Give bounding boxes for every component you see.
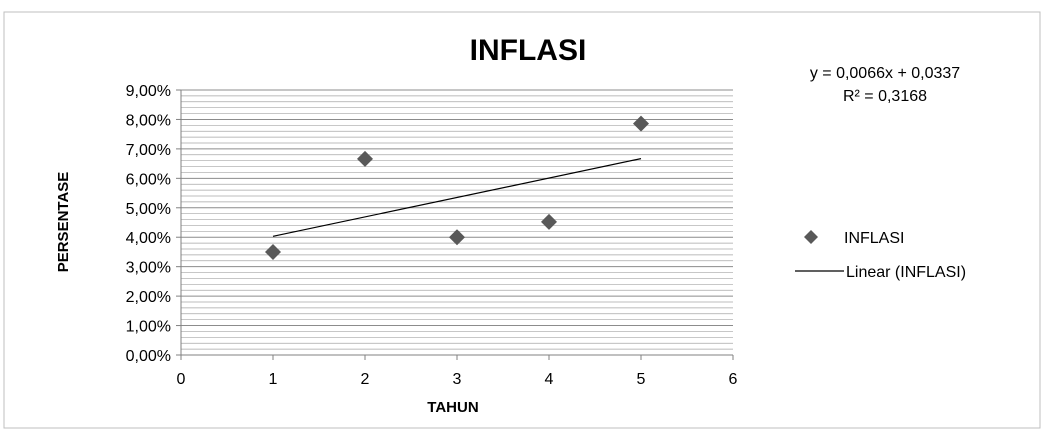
data-point-diamond — [633, 115, 649, 132]
plot-area — [181, 90, 733, 355]
axes — [176, 89, 734, 360]
legend-marker-diamond-icon — [804, 230, 818, 244]
y-tick-label: 9,00% — [126, 83, 171, 100]
x-tick-label: 3 — [453, 371, 462, 388]
x-tick-label: 6 — [729, 371, 738, 388]
x-tick-label: 4 — [545, 371, 554, 388]
y-axis-label: PERSENTASE — [55, 172, 72, 273]
trendline — [272, 158, 642, 237]
legend-entry-inflasi: INFLASI — [844, 230, 904, 247]
trendline-equation: y = 0,0066x + 0,0337 — [810, 65, 960, 82]
x-axis-label: TAHUN — [427, 399, 478, 416]
data-points — [265, 115, 649, 260]
y-tick-label: 8,00% — [126, 112, 171, 129]
y-tick-label: 5,00% — [126, 201, 171, 218]
x-tick-label: 5 — [637, 371, 646, 388]
x-tick-label: 2 — [361, 371, 370, 388]
y-tick-label: 6,00% — [126, 171, 171, 188]
legend: INFLASI Linear (INFLASI) — [795, 230, 966, 281]
data-point-diamond — [265, 243, 281, 260]
data-point-diamond — [541, 213, 557, 230]
y-tick-label: 0,00% — [126, 348, 171, 365]
y-tick-label: 4,00% — [126, 230, 171, 247]
y-tick-label: 3,00% — [126, 260, 171, 277]
trendline-r-squared: R² = 0,3168 — [843, 88, 927, 105]
y-tick-label: 2,00% — [126, 289, 171, 306]
trendline-layer — [272, 158, 642, 237]
y-tick-label: 1,00% — [126, 319, 171, 336]
data-point-diamond — [357, 150, 373, 167]
legend-entry-linear-inflasi: Linear (INFLASI) — [846, 264, 966, 281]
y-tick-labels: 0,00% 1,00% 2,00% 3,00% 4,00% 5,00% 6,00% 7,00%… — [126, 83, 171, 365]
chart-title: INFLASI — [470, 34, 587, 67]
x-tick-label: 1 — [269, 371, 278, 388]
data-point-diamond — [449, 229, 465, 246]
y-tick-label: 7,00% — [126, 142, 171, 159]
x-tick-labels: 0 1 2 3 4 5 6 — [177, 371, 738, 388]
x-tick-label: 0 — [177, 371, 186, 388]
